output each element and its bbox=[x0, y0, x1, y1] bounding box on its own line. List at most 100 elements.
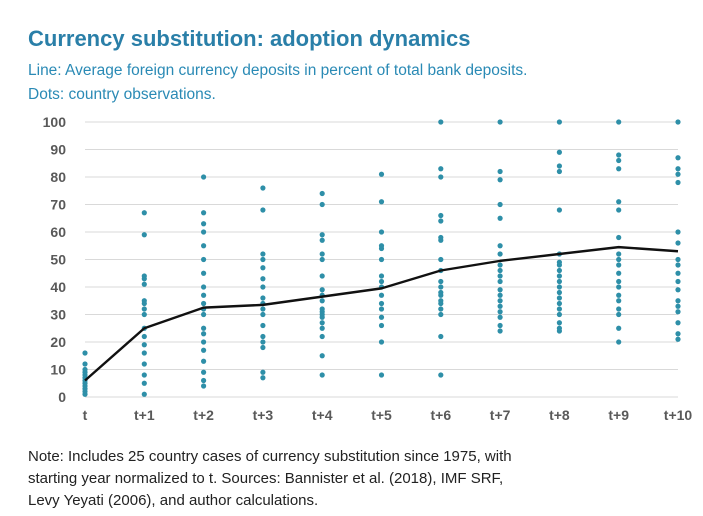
data-point bbox=[319, 190, 325, 197]
data-point bbox=[616, 199, 622, 205]
note-line: Note: Includes 25 country cases of curre… bbox=[28, 448, 512, 465]
data-point bbox=[438, 212, 444, 219]
data-point bbox=[82, 366, 88, 373]
data-point bbox=[201, 221, 207, 227]
data-point bbox=[497, 267, 503, 274]
data-point bbox=[497, 201, 503, 208]
data-point bbox=[675, 179, 681, 186]
note-line: starting year normalized to t. Sources: … bbox=[28, 470, 504, 487]
data-point bbox=[319, 273, 325, 279]
data-point bbox=[378, 229, 385, 235]
data-point bbox=[378, 339, 385, 345]
data-point bbox=[497, 298, 503, 304]
data-point bbox=[319, 201, 325, 208]
data-point bbox=[438, 256, 444, 263]
data-point bbox=[201, 383, 207, 389]
data-point bbox=[438, 289, 444, 296]
data-point bbox=[319, 372, 325, 378]
data-point bbox=[201, 284, 207, 290]
data-point bbox=[675, 240, 681, 246]
data-point bbox=[497, 273, 503, 279]
x-tick-label: t+1 bbox=[134, 407, 155, 423]
chart-subtitle-dots: Dots: country observations. bbox=[28, 86, 216, 103]
data-point bbox=[556, 119, 563, 125]
y-tick-label: 50 bbox=[50, 252, 66, 268]
data-point bbox=[556, 295, 563, 301]
data-point bbox=[497, 262, 503, 268]
data-point bbox=[378, 273, 385, 279]
data-point bbox=[378, 278, 385, 285]
data-point bbox=[616, 325, 622, 331]
data-point bbox=[616, 207, 622, 213]
data-point bbox=[141, 281, 147, 287]
data-point bbox=[141, 298, 147, 304]
y-tick-label: 20 bbox=[50, 334, 66, 350]
data-point bbox=[616, 152, 622, 158]
data-point bbox=[616, 256, 622, 263]
data-point bbox=[556, 300, 563, 307]
data-point bbox=[378, 243, 385, 249]
x-tick-label: t+3 bbox=[253, 407, 274, 423]
data-point bbox=[497, 251, 503, 257]
data-point bbox=[497, 314, 503, 320]
y-tick-label: 100 bbox=[43, 114, 67, 130]
data-point bbox=[378, 300, 385, 307]
data-point bbox=[556, 267, 563, 274]
data-point bbox=[438, 174, 444, 180]
data-point bbox=[616, 306, 622, 312]
data-point bbox=[319, 333, 325, 340]
data-point bbox=[675, 262, 681, 268]
data-point bbox=[201, 256, 207, 263]
data-point bbox=[556, 168, 563, 175]
data-point bbox=[260, 344, 266, 351]
data-point bbox=[260, 311, 266, 318]
data-point bbox=[201, 229, 207, 235]
data-point bbox=[378, 314, 385, 320]
data-point bbox=[438, 234, 444, 241]
data-point bbox=[556, 278, 563, 285]
data-point bbox=[438, 218, 444, 224]
y-tick-label: 70 bbox=[50, 197, 66, 213]
data-point bbox=[319, 287, 325, 293]
data-point bbox=[260, 265, 266, 271]
y-axis-ticks: 0 10 20 30 40 50 60 70 80 90 100 bbox=[43, 114, 67, 405]
data-point bbox=[675, 270, 681, 276]
x-tick-label: t bbox=[83, 407, 88, 423]
data-point bbox=[438, 278, 444, 285]
data-point bbox=[260, 276, 266, 282]
y-tick-label: 40 bbox=[50, 279, 66, 295]
y-tick-label: 10 bbox=[50, 362, 66, 378]
data-point bbox=[319, 256, 325, 263]
data-point bbox=[82, 350, 88, 356]
x-tick-label: t+9 bbox=[608, 407, 629, 423]
data-point bbox=[675, 155, 681, 161]
data-point bbox=[141, 333, 147, 340]
data-point bbox=[141, 306, 147, 312]
data-point bbox=[201, 300, 207, 307]
data-point bbox=[616, 166, 622, 172]
data-point bbox=[497, 215, 503, 221]
data-point bbox=[201, 174, 207, 180]
data-point bbox=[319, 320, 325, 326]
data-point bbox=[141, 210, 147, 216]
data-point bbox=[201, 369, 207, 375]
data-point bbox=[201, 358, 207, 364]
data-point bbox=[497, 243, 503, 249]
data-point bbox=[260, 375, 266, 381]
x-tick-label: t+2 bbox=[193, 407, 214, 423]
data-point bbox=[497, 168, 503, 175]
data-point bbox=[616, 311, 622, 318]
data-point bbox=[497, 322, 503, 329]
data-point bbox=[378, 171, 385, 177]
data-point bbox=[141, 391, 147, 397]
chart-note: Note: Includes 25 country cases of curre… bbox=[28, 446, 668, 512]
data-point bbox=[616, 119, 622, 125]
data-point bbox=[260, 251, 266, 257]
data-point bbox=[201, 325, 207, 331]
data-point bbox=[675, 287, 681, 293]
data-point bbox=[675, 256, 681, 263]
data-point bbox=[616, 262, 622, 268]
x-tick-label: t+10 bbox=[664, 407, 693, 423]
data-point bbox=[201, 339, 207, 345]
